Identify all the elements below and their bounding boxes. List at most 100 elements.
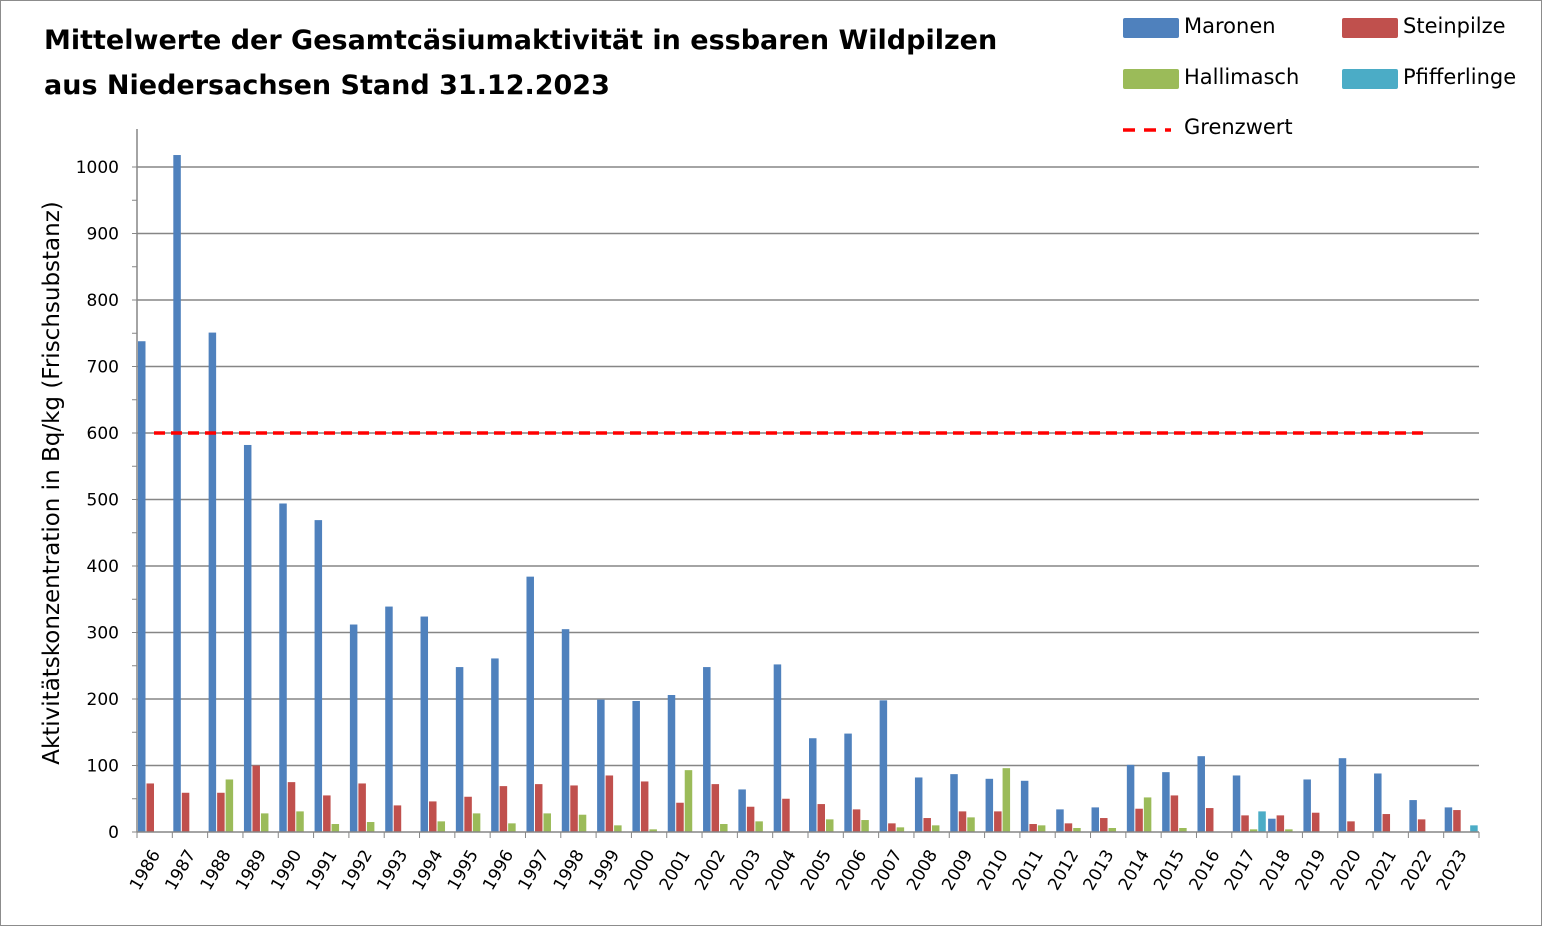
x-tick-label: 2014 xyxy=(1115,847,1154,894)
y-tick-label: 800 xyxy=(87,291,119,311)
legend-swatch-pfifferlinge xyxy=(1342,69,1398,89)
bar-steinpilze-2011 xyxy=(1029,824,1037,832)
bar-maronen-2011 xyxy=(1020,780,1029,832)
legend-swatch-steinpilze xyxy=(1342,18,1398,38)
x-tick-label: 1992 xyxy=(338,847,377,894)
bar-maronen-2014 xyxy=(1126,764,1135,832)
legend-label-grenzwert: Grenzwert xyxy=(1184,115,1293,139)
bar-steinpilze-1998 xyxy=(570,785,578,832)
bar-hallimasch-2005 xyxy=(826,819,834,832)
x-tick-label: 2013 xyxy=(1080,847,1119,894)
bar-maronen-2016 xyxy=(1197,756,1205,832)
bar-steinpilze-2019 xyxy=(1311,812,1320,832)
bar-maronen-1995 xyxy=(455,667,464,832)
bar-steinpilze-2006 xyxy=(852,809,861,832)
bars xyxy=(138,155,1478,832)
bar-steinpilze-1990 xyxy=(287,782,296,832)
chart-title-line-2: aus Niedersachsen Stand 31.12.2023 xyxy=(44,70,610,101)
bar-steinpilze-2010 xyxy=(994,811,1002,832)
bar-maronen-2015 xyxy=(1162,772,1170,832)
bar-hallimasch-1989 xyxy=(260,813,269,832)
bar-hallimasch-1997 xyxy=(543,813,551,832)
x-tick-label: 2001 xyxy=(656,847,695,894)
bar-steinpilze-2009 xyxy=(958,811,967,832)
x-tick-label: 2018 xyxy=(1256,847,1295,894)
x-tick-label: 1988 xyxy=(197,847,236,894)
legend-label-hallimasch: Hallimasch xyxy=(1184,65,1299,89)
bar-hallimasch-2000 xyxy=(649,829,657,832)
bar-maronen-1992 xyxy=(349,624,358,832)
bar-hallimasch-1990 xyxy=(296,811,304,832)
bar-steinpilze-2004 xyxy=(782,798,790,832)
x-tick-label: 2021 xyxy=(1362,847,1401,894)
y-tick-label: 600 xyxy=(87,424,119,444)
bar-steinpilze-2013 xyxy=(1100,818,1108,832)
bar-steinpilze-2017 xyxy=(1241,815,1249,832)
x-tick-label: 2004 xyxy=(762,847,801,894)
bar-maronen-1994 xyxy=(420,616,429,832)
bar-steinpilze-2003 xyxy=(746,806,755,832)
x-tick-label: 2006 xyxy=(832,847,871,894)
y-tick-label: 500 xyxy=(87,491,119,511)
bar-hallimasch-2006 xyxy=(861,820,869,832)
bar-steinpilze-1999 xyxy=(605,775,614,832)
legend-label-maronen: Maronen xyxy=(1184,14,1276,38)
bar-steinpilze-1991 xyxy=(323,795,331,832)
bar-hallimasch-1988 xyxy=(225,779,234,832)
legend: Maronen Steinpilze Hallimasch Pfifferlinge G… xyxy=(1123,14,1516,139)
bar-maronen-2013 xyxy=(1091,807,1100,832)
x-tick-label: 1997 xyxy=(515,847,554,894)
bar-hallimasch-2007 xyxy=(896,827,905,832)
bar-steinpilze-1993 xyxy=(393,805,402,832)
x-tick-label: 1993 xyxy=(373,847,412,894)
bar-hallimasch-1992 xyxy=(366,822,375,832)
bar-steinpilze-2022 xyxy=(1417,819,1426,832)
bar-hallimasch-1995 xyxy=(472,813,481,832)
x-tick-label: 1994 xyxy=(409,847,448,894)
bar-hallimasch-2003 xyxy=(755,821,763,832)
x-tick-label: 1999 xyxy=(585,847,624,894)
bar-maronen-2001 xyxy=(667,695,676,832)
bar-hallimasch-1998 xyxy=(578,814,587,832)
bar-steinpilze-1988 xyxy=(217,792,225,832)
bar-hallimasch-2009 xyxy=(967,817,975,832)
bar-steinpilze-2021 xyxy=(1382,814,1391,832)
bar-steinpilze-2008 xyxy=(923,818,931,832)
bar-maronen-1990 xyxy=(279,503,287,832)
bar-steinpilze-2020 xyxy=(1347,821,1355,832)
bar-maronen-2012 xyxy=(1056,809,1064,832)
y-tick-label: 900 xyxy=(87,225,119,245)
x-tick-label: 1990 xyxy=(267,847,306,894)
bar-maronen-2003 xyxy=(738,789,746,832)
bar-maronen-1986 xyxy=(138,341,146,832)
x-tick-label: 1998 xyxy=(550,847,589,894)
bar-hallimasch-2013 xyxy=(1108,828,1117,832)
y-tick-label: 300 xyxy=(87,624,119,644)
bar-steinpilze-2023 xyxy=(1453,810,1461,832)
bar-steinpilze-2000 xyxy=(640,781,649,832)
bar-maronen-1993 xyxy=(385,606,393,832)
bar-maronen-2009 xyxy=(950,774,958,832)
x-tick-label: 2019 xyxy=(1291,847,1330,894)
bar-maronen-2021 xyxy=(1374,773,1382,832)
bar-steinpilze-2005 xyxy=(817,804,825,832)
y-tick-label: 400 xyxy=(87,557,119,577)
bar-steinpilze-1986 xyxy=(146,783,154,832)
bar-hallimasch-1996 xyxy=(508,823,516,832)
bar-hallimasch-2018 xyxy=(1285,829,1293,832)
x-tick-label: 2005 xyxy=(797,847,836,894)
x-tick-label: 2012 xyxy=(1044,847,1083,894)
bar-maronen-2004 xyxy=(773,664,782,832)
bar-maronen-1996 xyxy=(491,658,499,832)
x-tick-label: 1996 xyxy=(479,847,518,894)
x-tick-label: 1987 xyxy=(161,847,200,894)
bar-maronen-2008 xyxy=(914,777,923,832)
bar-steinpilze-2018 xyxy=(1276,815,1285,832)
bar-maronen-1997 xyxy=(526,576,534,832)
bar-hallimasch-2008 xyxy=(931,825,940,832)
bar-pfifferlinge-2023 xyxy=(1470,825,1478,832)
bar-hallimasch-2015 xyxy=(1179,828,1187,832)
bar-hallimasch-2002 xyxy=(720,824,728,832)
